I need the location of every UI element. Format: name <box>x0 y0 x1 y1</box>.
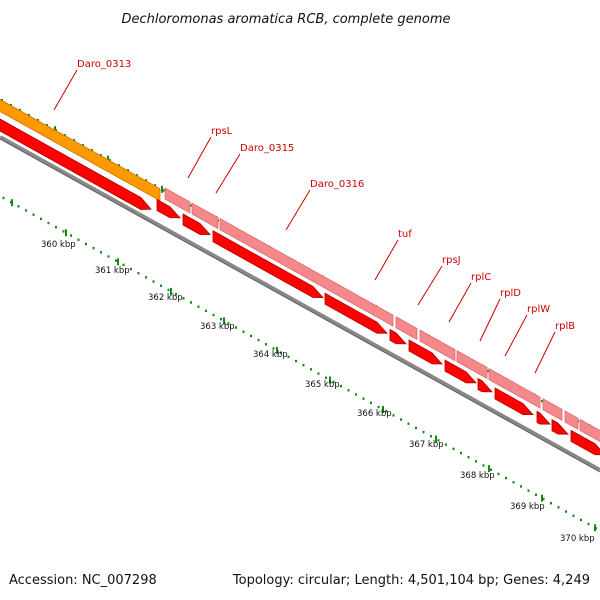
pink-feature-segment[interactable] <box>419 329 456 362</box>
pink-feature-segment[interactable] <box>395 316 418 341</box>
pink-feature-segment[interactable] <box>164 187 191 214</box>
gene-arrow[interactable] <box>570 429 600 456</box>
gene-label-leader <box>479 298 501 342</box>
gene-label[interactable]: rpsL <box>211 126 233 137</box>
topology-text: Topology: circular; Length: 4,501,104 bp… <box>232 573 590 588</box>
scale-tick-label: 363 kbp <box>200 322 235 332</box>
gene-arrow[interactable] <box>389 328 407 345</box>
scale-tick-label: 362 kbp <box>148 293 183 303</box>
gene-label[interactable]: Daro_0315 <box>240 143 294 154</box>
gene-label[interactable]: Daro_0313 <box>77 59 131 70</box>
gene-arrow[interactable] <box>408 339 443 365</box>
gene-label[interactable]: Daro_0316 <box>310 179 364 190</box>
accession-text: Accession: NC_007298 <box>9 573 157 588</box>
gene-arrow[interactable] <box>156 198 181 219</box>
scale-tick-label: 360 kbp <box>41 240 76 250</box>
gene-arrow[interactable] <box>536 410 551 425</box>
scale-tick-label: 369 kbp <box>510 502 545 512</box>
pink-feature-segment[interactable] <box>564 410 579 430</box>
gene-label-leader <box>374 239 399 281</box>
scale-tick-label: 365 kbp <box>305 380 340 390</box>
gene-arrow[interactable] <box>551 419 569 435</box>
gene-label-leader <box>187 136 212 179</box>
gene-arrow[interactable] <box>494 387 534 416</box>
scale-tick-labels: 360 kbp 361 kbp 362 kbp 363 kbp 364 kbp 365 k… <box>41 240 595 544</box>
gene-arrow[interactable] <box>0 116 152 211</box>
map-title: Dechloromonas aromatica RCB, complete ge… <box>121 12 450 27</box>
gene-label[interactable]: rpsJ <box>442 255 461 266</box>
scale-tick-label: 368 kbp <box>460 471 495 481</box>
gene-arrow[interactable] <box>182 213 211 235</box>
genome-backbone-edge <box>0 138 600 473</box>
orange-feature-bar[interactable] <box>0 97 161 202</box>
gene-label-leader <box>504 314 528 357</box>
pink-feature-segment[interactable] <box>542 398 563 421</box>
pink-feature-segment[interactable] <box>488 367 541 409</box>
gene-label-leader <box>53 69 78 111</box>
pink-feature-track <box>164 187 600 444</box>
gene-label-leader <box>285 189 311 231</box>
pink-feature-segment[interactable] <box>456 350 488 380</box>
gene-label[interactable]: rplC <box>471 272 491 283</box>
gene-label-leader <box>534 331 556 374</box>
genome-backbone <box>0 135 600 472</box>
gene-arrow[interactable] <box>444 359 477 384</box>
pink-feature-segment[interactable] <box>219 217 394 327</box>
gene-label-leader <box>215 153 241 194</box>
pink-feature-segment[interactable] <box>579 418 600 444</box>
gene-label[interactable]: rplB <box>555 321 575 332</box>
scale-tick-label: 361 kbp <box>95 266 130 276</box>
gene-label[interactable]: rplW <box>527 304 550 315</box>
gene-label-leader <box>448 282 472 323</box>
orange-feature-segment[interactable] <box>0 97 161 202</box>
scale-tick-label: 367 kbp <box>409 440 444 450</box>
gene-arrow[interactable] <box>212 230 324 298</box>
gene-label[interactable]: tuf <box>398 229 412 240</box>
scale-ticks <box>2 196 597 532</box>
gene-arrow[interactable] <box>324 292 388 334</box>
scale-tick-label: 366 kbp <box>357 409 392 419</box>
gene-label[interactable]: rplD <box>500 288 521 299</box>
gene-label-leader <box>417 265 443 306</box>
scale-tick-label: 370 kbp <box>560 534 595 544</box>
gene-arrow-track <box>0 116 600 456</box>
gene-arrow[interactable] <box>477 377 493 393</box>
pink-feature-segment[interactable] <box>191 202 219 230</box>
scale-tick-label: 364 kbp <box>253 350 288 360</box>
